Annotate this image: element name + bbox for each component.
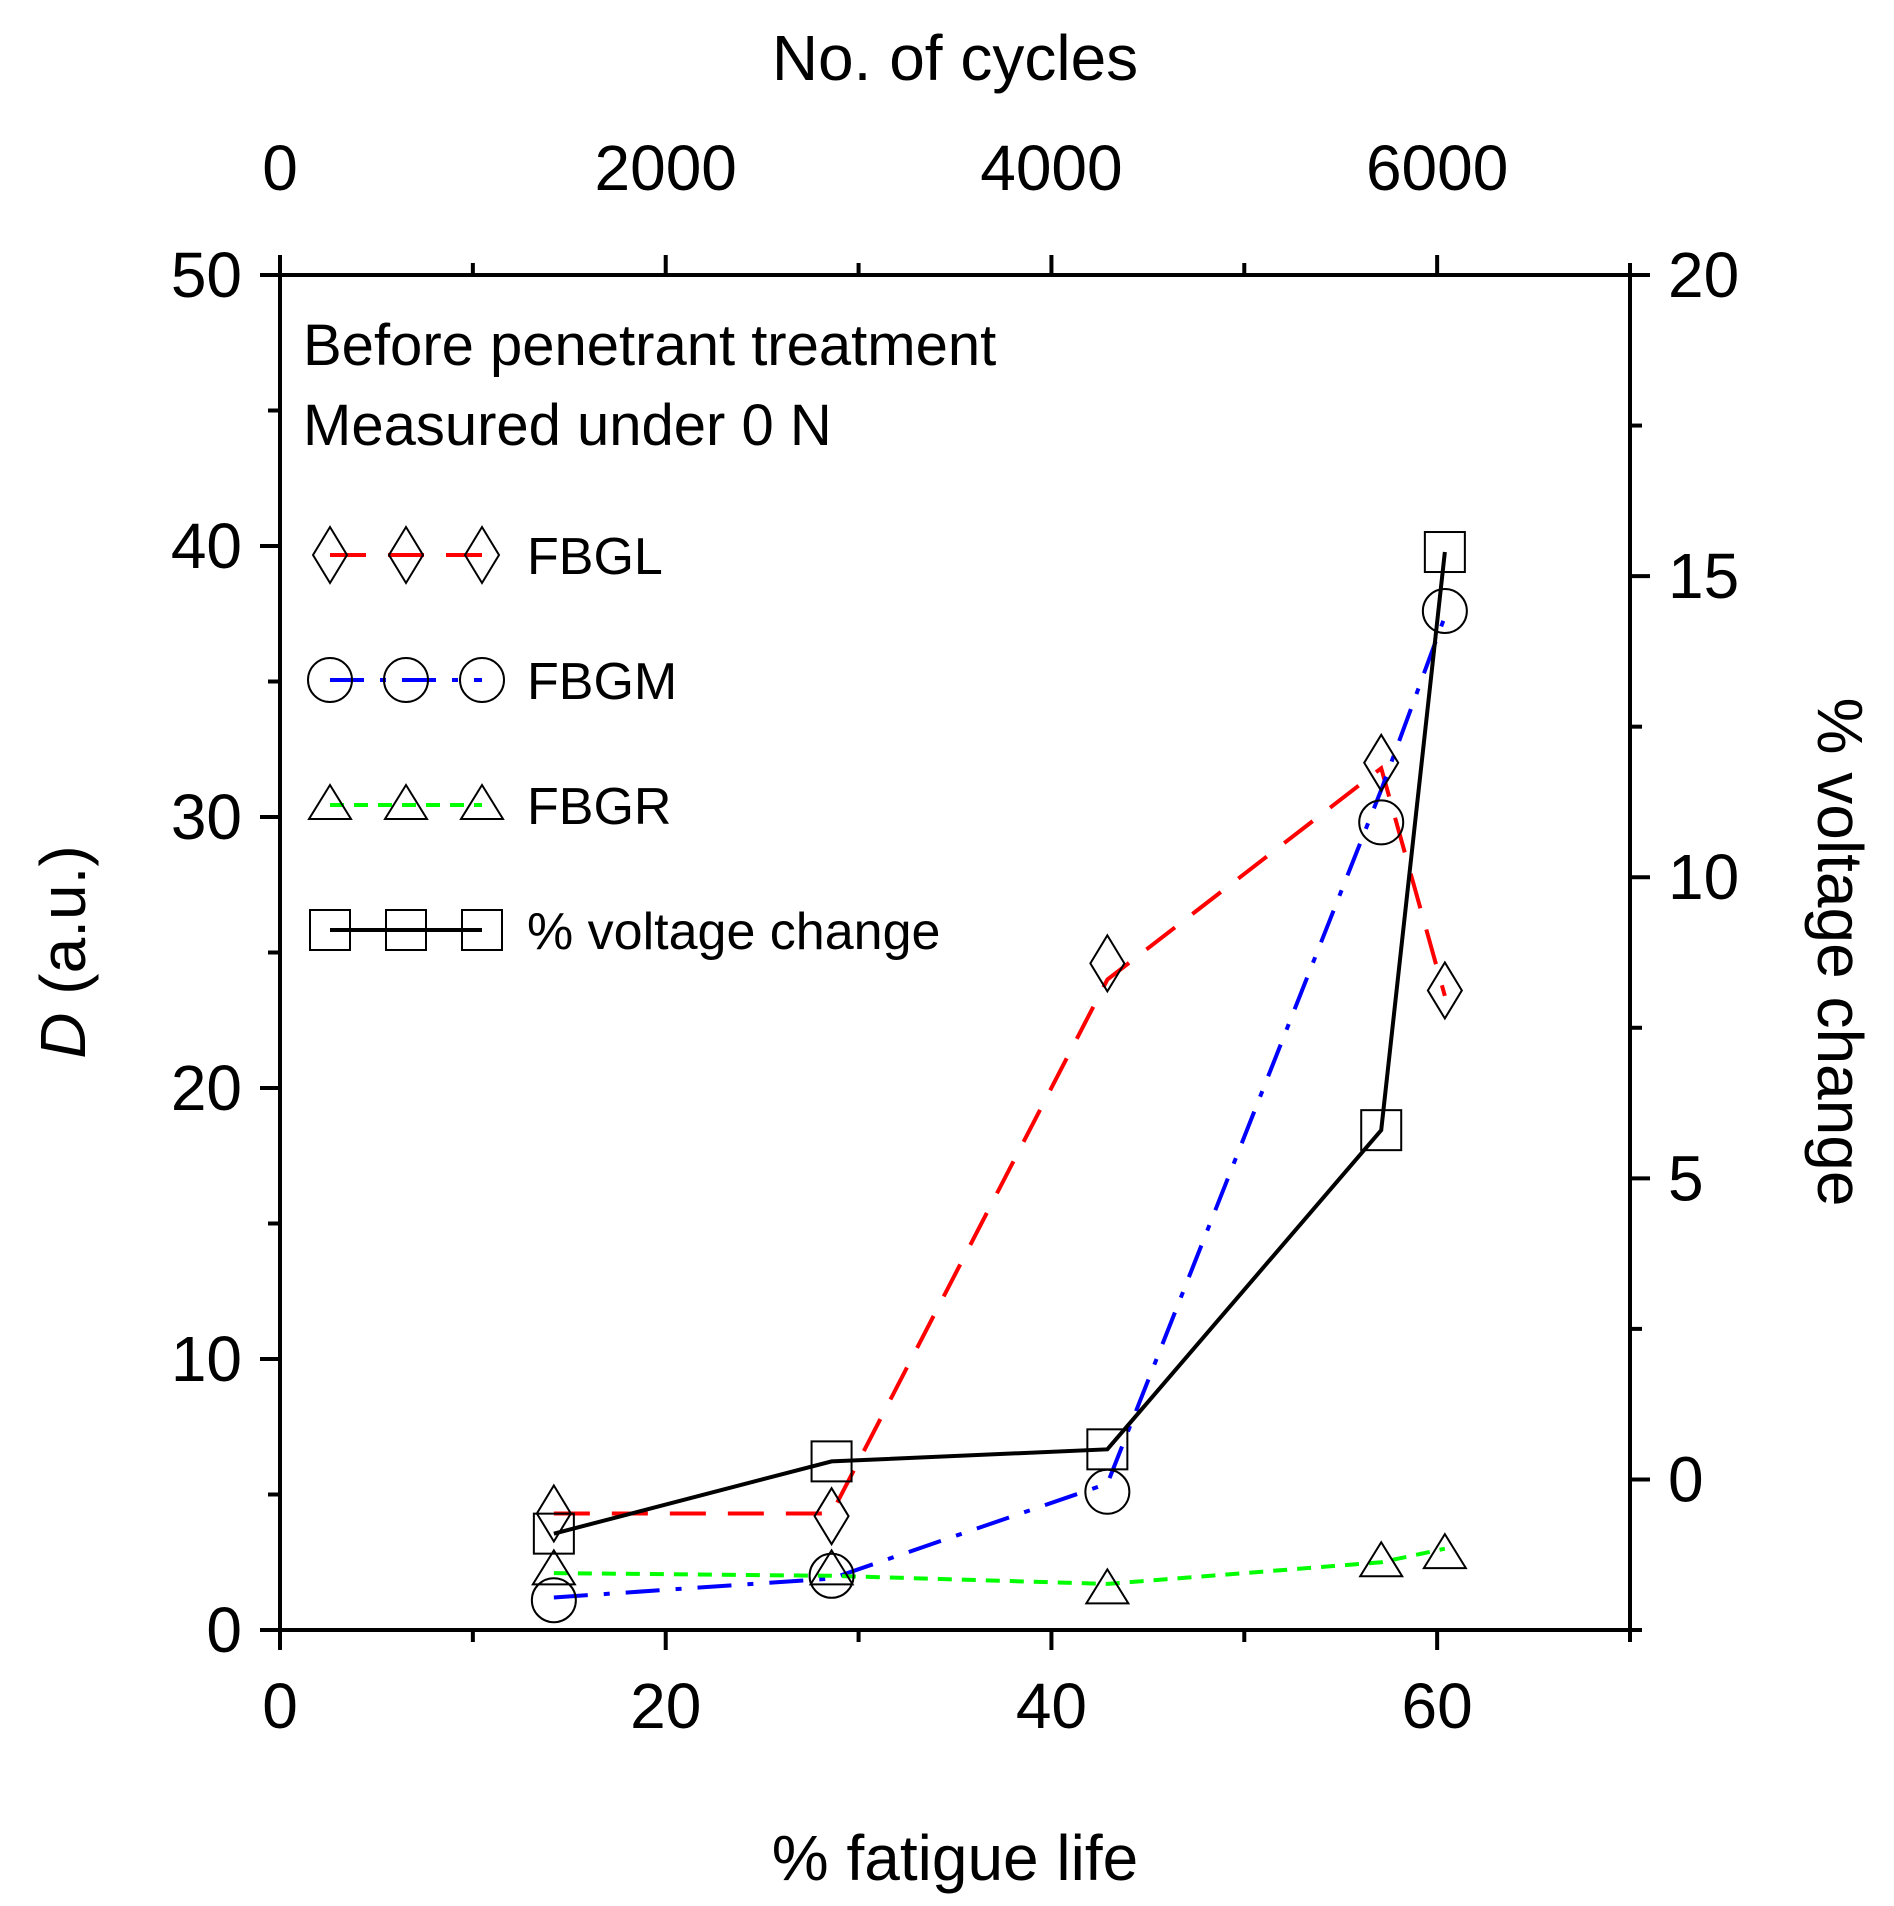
axis-ticks [260, 255, 1650, 1650]
legend-marker-fbgm [307, 657, 353, 703]
data-point-fbgr [1358, 1540, 1405, 1578]
data-point-voltage-change [810, 1440, 853, 1483]
data-point-fbgl [1426, 960, 1464, 1021]
series-line-fbgm [553, 615, 1447, 1600]
legend-marker-fbgl [387, 525, 425, 585]
data-point-fbgr [808, 1548, 855, 1586]
series-lines [553, 551, 1447, 1600]
y-tick-label: 40 [171, 510, 242, 582]
x2-axis-title: No. of cycles [772, 22, 1138, 94]
legend-marker-voltage-change [461, 909, 503, 951]
data-point-fbgl [813, 1486, 850, 1547]
data-point-fbgr [1422, 1532, 1468, 1570]
y2-tick-label: 0 [1668, 1443, 1704, 1515]
y-tick-label: 20 [171, 1052, 242, 1124]
data-point-fbgr [531, 1548, 577, 1586]
annotation-condition: Before penetrant treatment [303, 313, 996, 378]
legend-marker-fbgr [307, 783, 353, 820]
y-axis-title: D (a.u.) [27, 845, 99, 1058]
x2-tick-label: 0 [262, 132, 298, 204]
data-point-fbgl [535, 1483, 573, 1544]
y-tick-label: 30 [171, 781, 242, 853]
legend-marker-fbgr [383, 783, 429, 820]
x-axis-title: % fatigue life [772, 1822, 1138, 1894]
data-point-fbgm [1084, 1468, 1131, 1515]
data-point-voltage-change [1423, 531, 1466, 574]
x2-tick-label: 2000 [595, 132, 737, 204]
legend: FBGL FBGM FBGR % voltage change [307, 525, 940, 961]
legend-label-fbgr: FBGR [527, 778, 671, 836]
x2-tick-label: 6000 [1366, 132, 1508, 204]
series-markers [530, 531, 1468, 1624]
series-line-fbgr [553, 1546, 1446, 1586]
y2-tick-label: 20 [1668, 239, 1739, 311]
legend-label-fbgm: FBGM [527, 653, 677, 711]
legend-marker-fbgl [311, 525, 349, 585]
x-tick-label: 40 [1016, 1670, 1087, 1742]
x-tick-label: 60 [1402, 1670, 1473, 1742]
data-point-fbgm [530, 1577, 577, 1624]
legend-marker-fbgm [459, 657, 505, 703]
y2-tick-label: 15 [1668, 540, 1739, 612]
data-point-fbgm [1358, 799, 1405, 846]
y-tick-label: 10 [171, 1323, 242, 1395]
legend-marker-voltage-change [309, 909, 351, 951]
y2-tick-label: 10 [1668, 841, 1739, 913]
series-line-voltage-change [553, 551, 1447, 1536]
y2-tick-label: 5 [1668, 1142, 1704, 1214]
data-point-fbgl [1363, 732, 1400, 793]
legend-marker-fbgr [459, 783, 505, 820]
data-point-fbgr [1084, 1567, 1131, 1605]
data-point-voltage-change [532, 1512, 575, 1555]
legend-marker-fbgl [463, 525, 501, 585]
legend-label-fbgl: FBGL [527, 528, 663, 586]
axis-tick-labels: 0 20 40 60 0 2000 4000 6000 0 10 20 30 40 50 0 5 10 15 20 [171, 132, 1739, 1742]
y-axis-title-unit: (a.u.) [27, 845, 99, 1012]
data-point-fbgm [808, 1552, 855, 1599]
legend-label-voltage-change: % voltage change [527, 903, 940, 961]
data-point-fbgl [1089, 933, 1126, 994]
annotation-load: Measured under 0 N [303, 393, 832, 458]
y-tick-label: 50 [171, 239, 242, 311]
data-point-voltage-change [1086, 1428, 1129, 1471]
data-point-voltage-change [1360, 1109, 1403, 1152]
legend-marker-fbgm [383, 657, 429, 703]
y-axis-title-symbol: D [27, 1012, 99, 1058]
y-tick-label: 0 [206, 1594, 242, 1666]
y2-axis-title: % voltage change [1804, 698, 1876, 1207]
x-tick-label: 0 [262, 1670, 298, 1742]
x-tick-label: 20 [630, 1670, 701, 1742]
series-line-fbgl [553, 764, 1447, 1516]
x2-tick-label: 4000 [980, 132, 1122, 204]
legend-marker-voltage-change [385, 909, 427, 951]
data-point-fbgm [1421, 588, 1468, 635]
plot-frame [278, 273, 1632, 1632]
